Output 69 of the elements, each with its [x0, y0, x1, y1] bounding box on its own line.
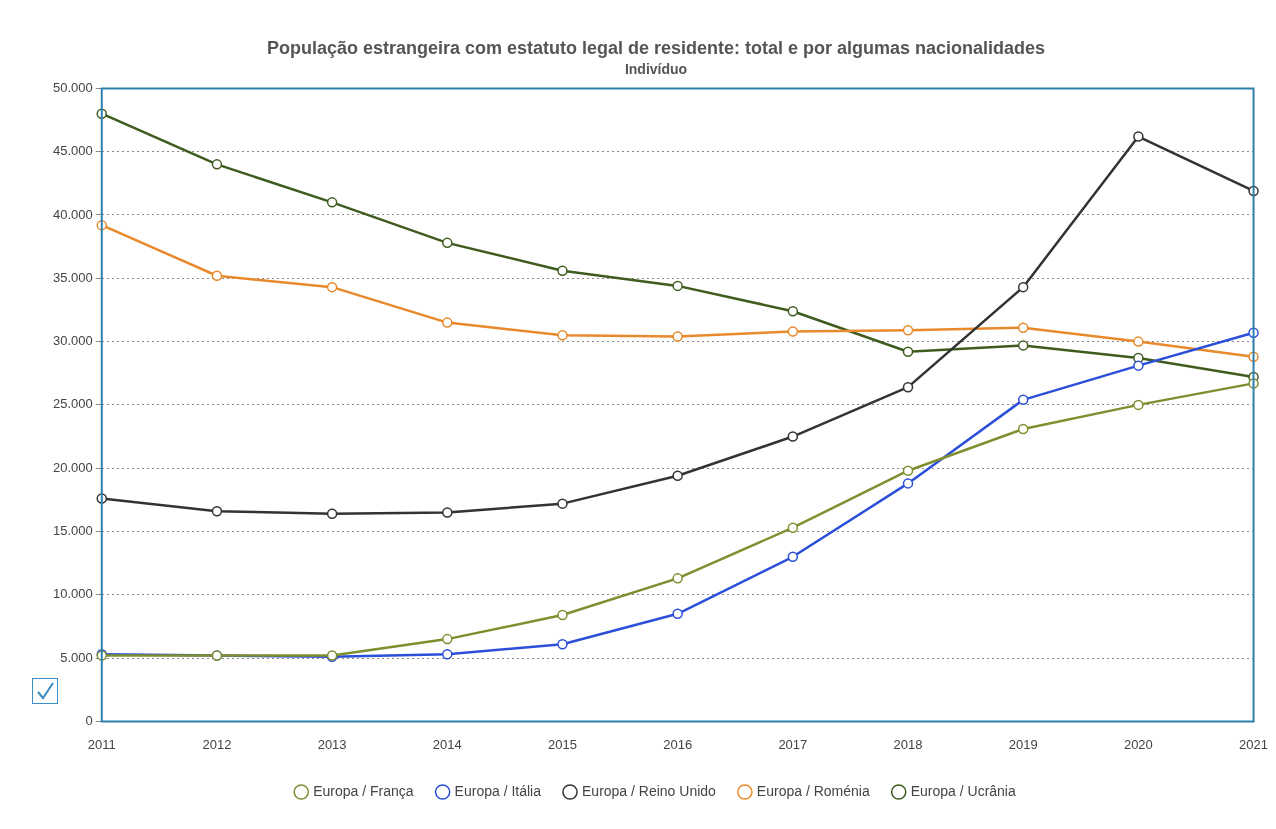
x-tick-label: 2016	[663, 736, 693, 752]
point	[672, 573, 683, 584]
point	[787, 431, 799, 442]
point	[787, 551, 799, 563]
point	[1017, 394, 1029, 406]
point	[787, 326, 799, 337]
y-tick-label: 45.000	[53, 143, 93, 159]
point	[442, 649, 453, 660]
x-tick-label: 2014	[432, 736, 462, 752]
point	[672, 470, 683, 482]
y-tick-label: 30.000	[53, 333, 93, 349]
point	[557, 330, 568, 341]
point	[672, 280, 683, 292]
point	[557, 265, 568, 276]
point	[211, 159, 223, 170]
point	[442, 317, 453, 328]
x-tick-label: 2020	[1123, 736, 1153, 752]
point	[211, 505, 223, 517]
legend-label: Europa / Ucrânia	[910, 782, 1016, 799]
y-tick-label: 35.000	[53, 269, 93, 285]
legend-label: Europa / França	[313, 782, 414, 799]
point	[442, 507, 453, 518]
x-tick-label: 2018	[893, 736, 923, 752]
point	[442, 633, 453, 645]
y-tick-label: 0	[85, 712, 93, 728]
x-tick-label: 2013	[317, 736, 347, 752]
point	[1133, 399, 1144, 411]
point	[326, 281, 338, 293]
point	[1133, 131, 1144, 142]
point	[442, 237, 453, 249]
point	[1133, 336, 1144, 347]
point	[211, 270, 223, 282]
point	[787, 305, 799, 317]
y-tick-label: 25.000	[53, 396, 93, 412]
x-tick-label: 2011	[87, 736, 116, 752]
legend-label: Europa / Itália	[454, 782, 542, 799]
x-tick-label: 2019	[1008, 736, 1038, 752]
point	[557, 498, 568, 509]
point	[902, 324, 914, 336]
point	[1017, 423, 1029, 435]
point	[672, 608, 683, 620]
legend-label: Europa / Roménia	[756, 782, 870, 799]
y-tick-label: 15.000	[53, 523, 93, 539]
x-tick-label: 2021	[1239, 736, 1268, 752]
point	[326, 508, 338, 520]
point	[902, 346, 914, 357]
y-tick-label: 20.000	[53, 459, 93, 475]
chart-subtitle: Indivíduo	[624, 60, 688, 77]
point	[557, 638, 568, 650]
y-tick-label: 50.000	[53, 79, 93, 95]
legend-label: Europa / Reino Unido	[582, 782, 717, 799]
point	[672, 331, 683, 342]
point	[902, 465, 914, 476]
point	[557, 609, 568, 621]
x-tick-label: 2017	[778, 736, 808, 752]
point	[787, 522, 799, 533]
point	[1017, 281, 1029, 293]
x-tick-label: 2012	[202, 736, 232, 752]
point	[902, 478, 914, 489]
y-tick-label: 5.000	[60, 649, 93, 665]
x-tick-label: 2015	[548, 736, 577, 752]
point	[326, 197, 338, 208]
point	[902, 381, 914, 393]
chart-title: População estrangeira com estatuto legal de residente: total e por algumas nacionalidades	[266, 37, 1046, 58]
y-tick-label: 10.000	[53, 586, 93, 602]
y-tick-label: 40.000	[53, 206, 93, 222]
point	[1133, 360, 1144, 371]
point	[1017, 322, 1029, 333]
point	[1017, 340, 1029, 351]
